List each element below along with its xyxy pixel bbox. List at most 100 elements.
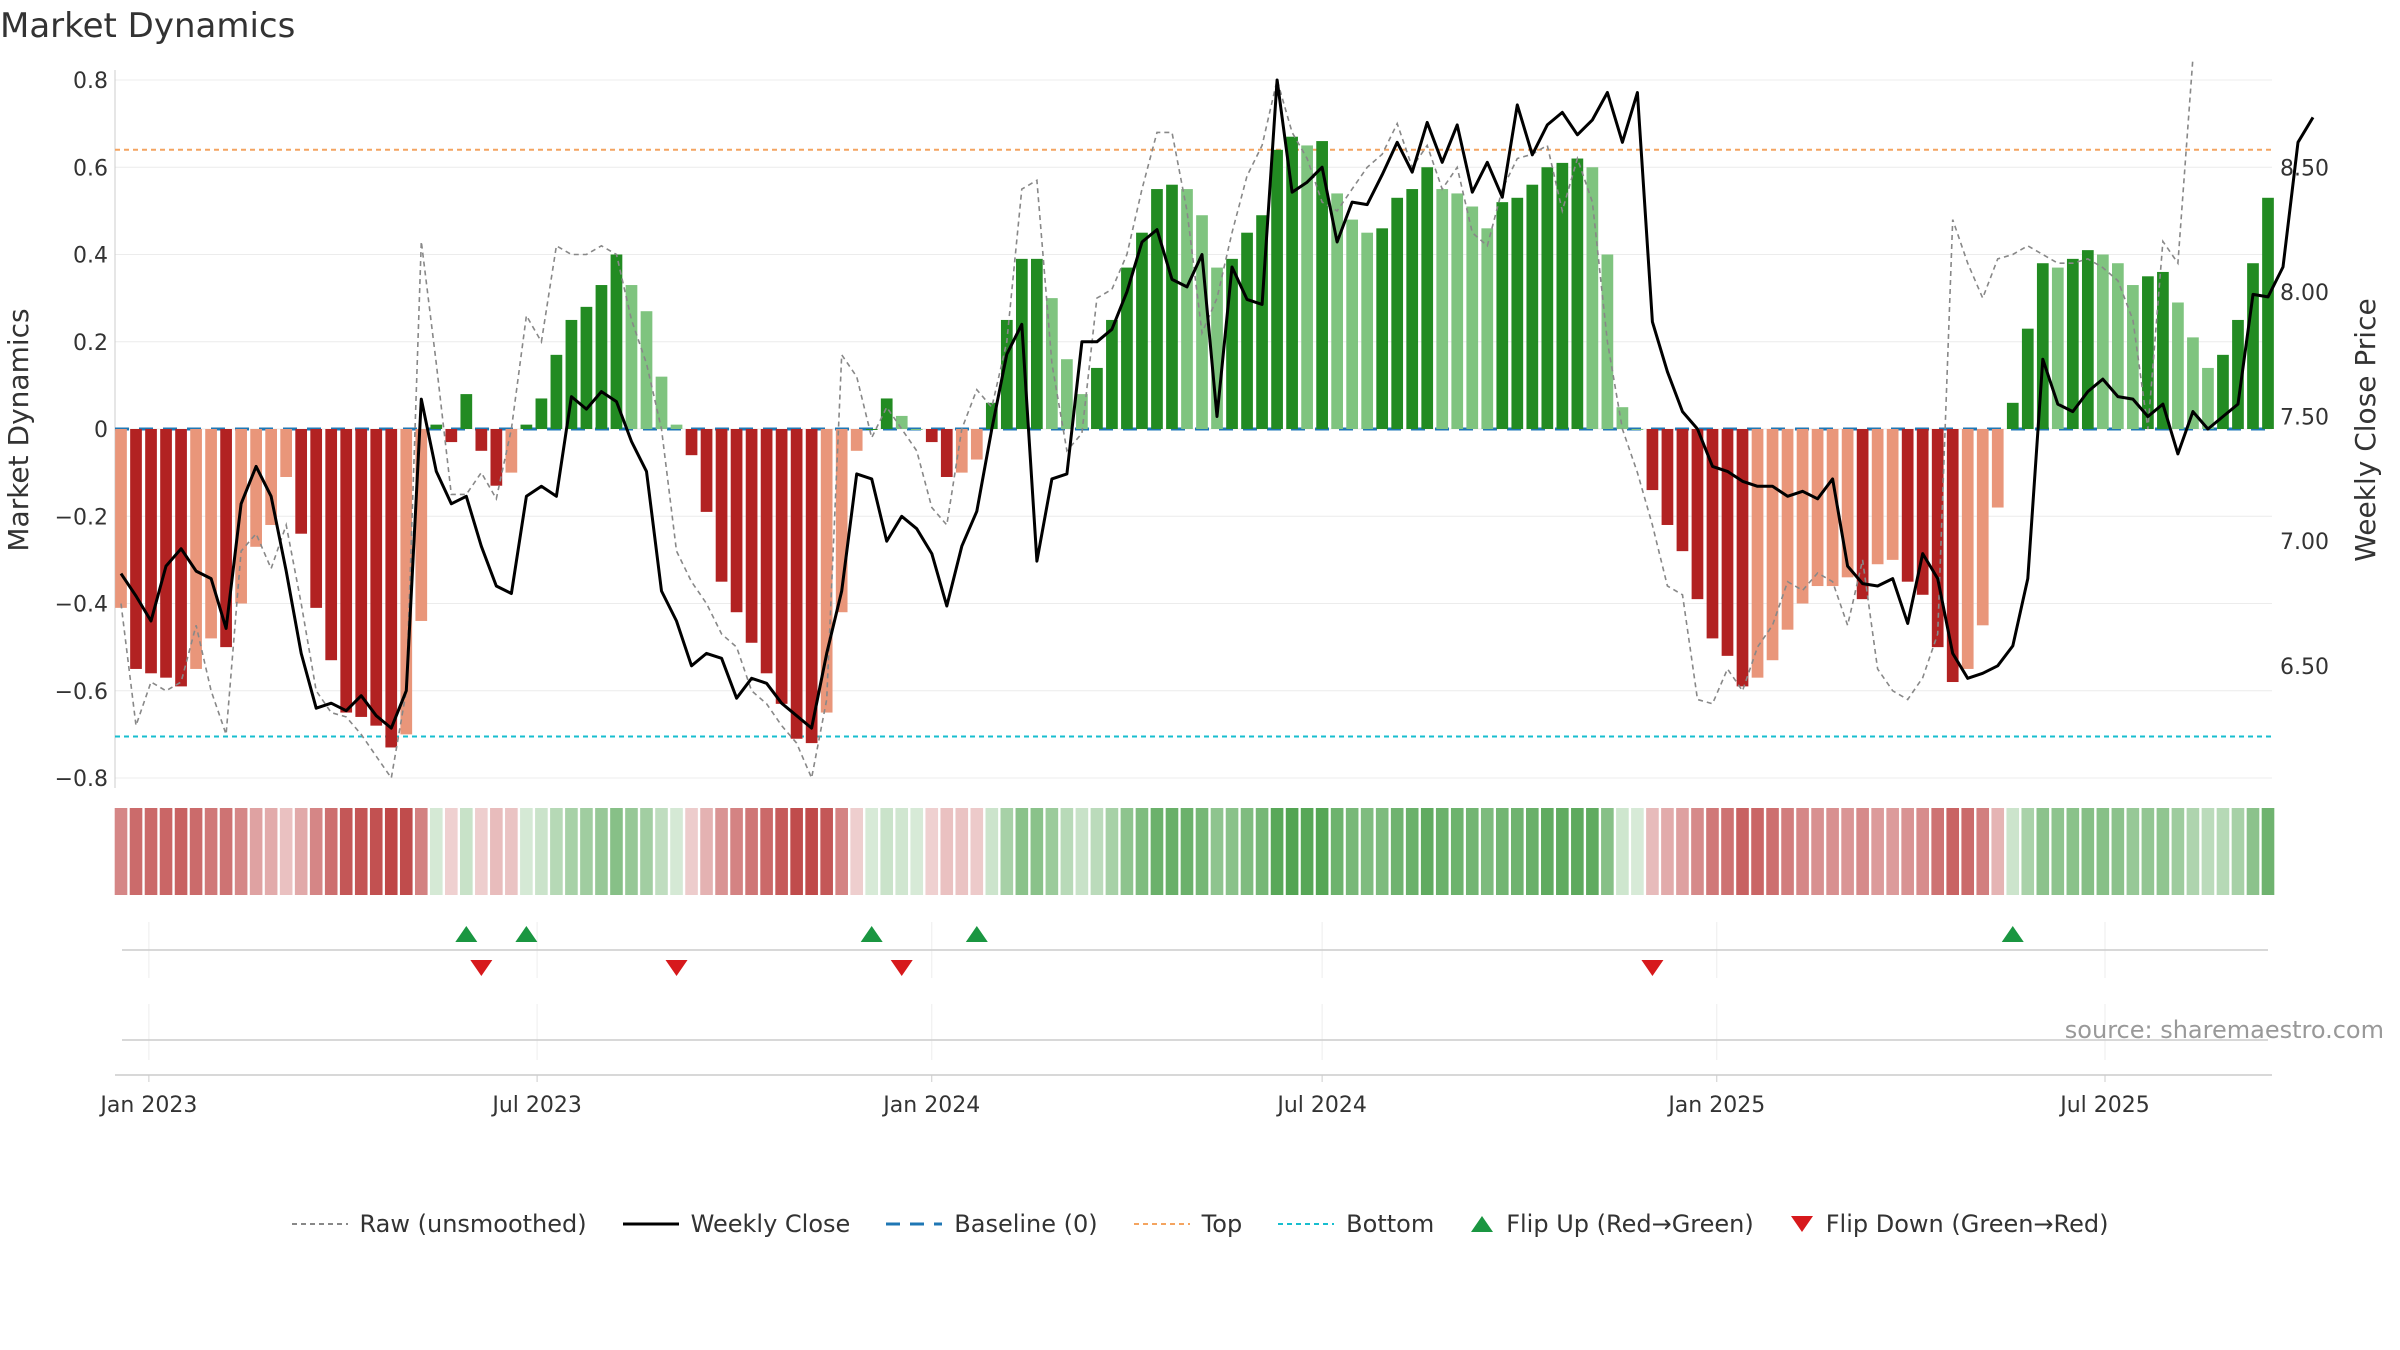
regime-cell [1631,808,1644,895]
dynamics-bar [1841,429,1854,578]
regime-cell [1586,808,1599,895]
regime-cell [610,808,623,895]
dynamics-bar [1196,215,1208,429]
dynamics-bar [340,429,353,713]
dynamics-bar [520,424,533,429]
dynamics-bar [2081,250,2094,429]
regime-cell [1811,808,1824,895]
dynamics-bar [850,429,863,451]
left-tick-label: −0.4 [55,593,108,618]
dynamics-bar [1316,141,1328,429]
flip-down-icon [470,960,493,976]
chart-title: Market Dynamics [0,6,296,46]
regime-cell [309,808,323,895]
regime-cell [1285,808,1299,895]
dynamics-bar [2021,328,2034,429]
dynamics-bar [1000,319,1013,429]
regime-cell [234,808,248,895]
regime-cell [399,808,413,895]
close-series [119,78,2315,730]
regime-cell [1375,808,1389,895]
dynamics-bar [1661,429,1674,525]
dynamics-bar [1436,189,1449,429]
regime-cell [1420,808,1434,895]
dynamics-bar [595,285,608,429]
regime-cell [1556,808,1569,895]
legend-raw-swatch [291,1223,348,1225]
regime-cell [865,808,879,895]
regime-cell [1060,808,1074,895]
regime-cell [1886,808,1899,895]
dynamics-bar [1301,145,1313,429]
dynamics-bar [1061,359,1073,429]
dynamics-bar [1691,429,1704,600]
regime-cell [655,808,668,895]
regime-cell [2126,808,2140,895]
regime-cell [1000,808,1014,895]
dynamics-bar [1406,189,1419,429]
regime-cell [2246,808,2260,895]
regime-cell [745,808,758,895]
regime-cell [595,808,608,895]
regime-cell [219,808,233,895]
dynamics-bar [430,424,443,429]
regime-cell [700,808,713,895]
regime-cell [2231,808,2245,895]
dynamics-bar [2142,276,2154,429]
legend-baseline-swatch [886,1222,943,1226]
regime-cell [880,808,894,895]
dynamics-bar [1181,189,1193,429]
dynamics-bar [1511,197,1524,429]
regime-cell [1135,808,1149,895]
dynamics-bar [1676,429,1689,552]
dynamics-bar [1976,429,1989,626]
regime-cell [1480,808,1494,895]
regime-cell [850,808,863,895]
regime-cell [1661,808,1674,895]
legend-flip-up-icon [1471,1216,1494,1232]
dynamics-bar [1451,193,1464,429]
dynamics-bar [2066,258,2079,429]
dynamics-bar [760,429,773,674]
dynamics-bar [1916,429,1929,595]
regime-cell [1541,808,1554,895]
regime-cell [1300,808,1314,895]
regime-cell [775,808,788,895]
regime-cell [129,808,143,895]
regime-cell [204,808,218,895]
regime-cell [1736,808,1749,895]
dynamics-bar [700,429,713,512]
dynamics-bar [670,424,683,429]
regime-cell [790,808,803,895]
x-tick-label: Jul 2023 [490,1093,582,1118]
regime-cell [1601,808,1614,895]
regime-cell [895,808,909,895]
dynamics-bar [910,429,923,430]
dynamics-bar [130,429,142,669]
dynamics-bar [2202,367,2214,429]
regime-cell [1676,808,1689,895]
regime-cell [1526,808,1539,895]
regime-cell [1766,808,1779,895]
dynamics-bar [220,429,232,648]
regime-cell [1360,808,1374,895]
dynamics-bar [1091,367,1103,429]
dynamics-bar [1361,232,1374,429]
dynamics-bar [2187,337,2199,429]
regime-cell [820,808,833,895]
regime-cell [369,808,383,895]
dynamics-bar [1481,228,1494,429]
legend-flip-down-icon [1790,1216,1813,1232]
dynamics-bar [1706,429,1719,639]
regime-cell [1015,808,1029,895]
dynamics-bars [115,136,2274,748]
regime-cell [1931,808,1944,895]
dynamics-bar [745,429,758,643]
regime-cell [1045,808,1059,895]
dynamics-bar [1931,429,1944,648]
legend-bottom-swatch [1278,1223,1335,1225]
dynamics-bar [685,429,698,456]
regime-cell [1405,808,1419,895]
dynamics-bar [955,429,968,473]
flip-down-icon [890,960,913,976]
